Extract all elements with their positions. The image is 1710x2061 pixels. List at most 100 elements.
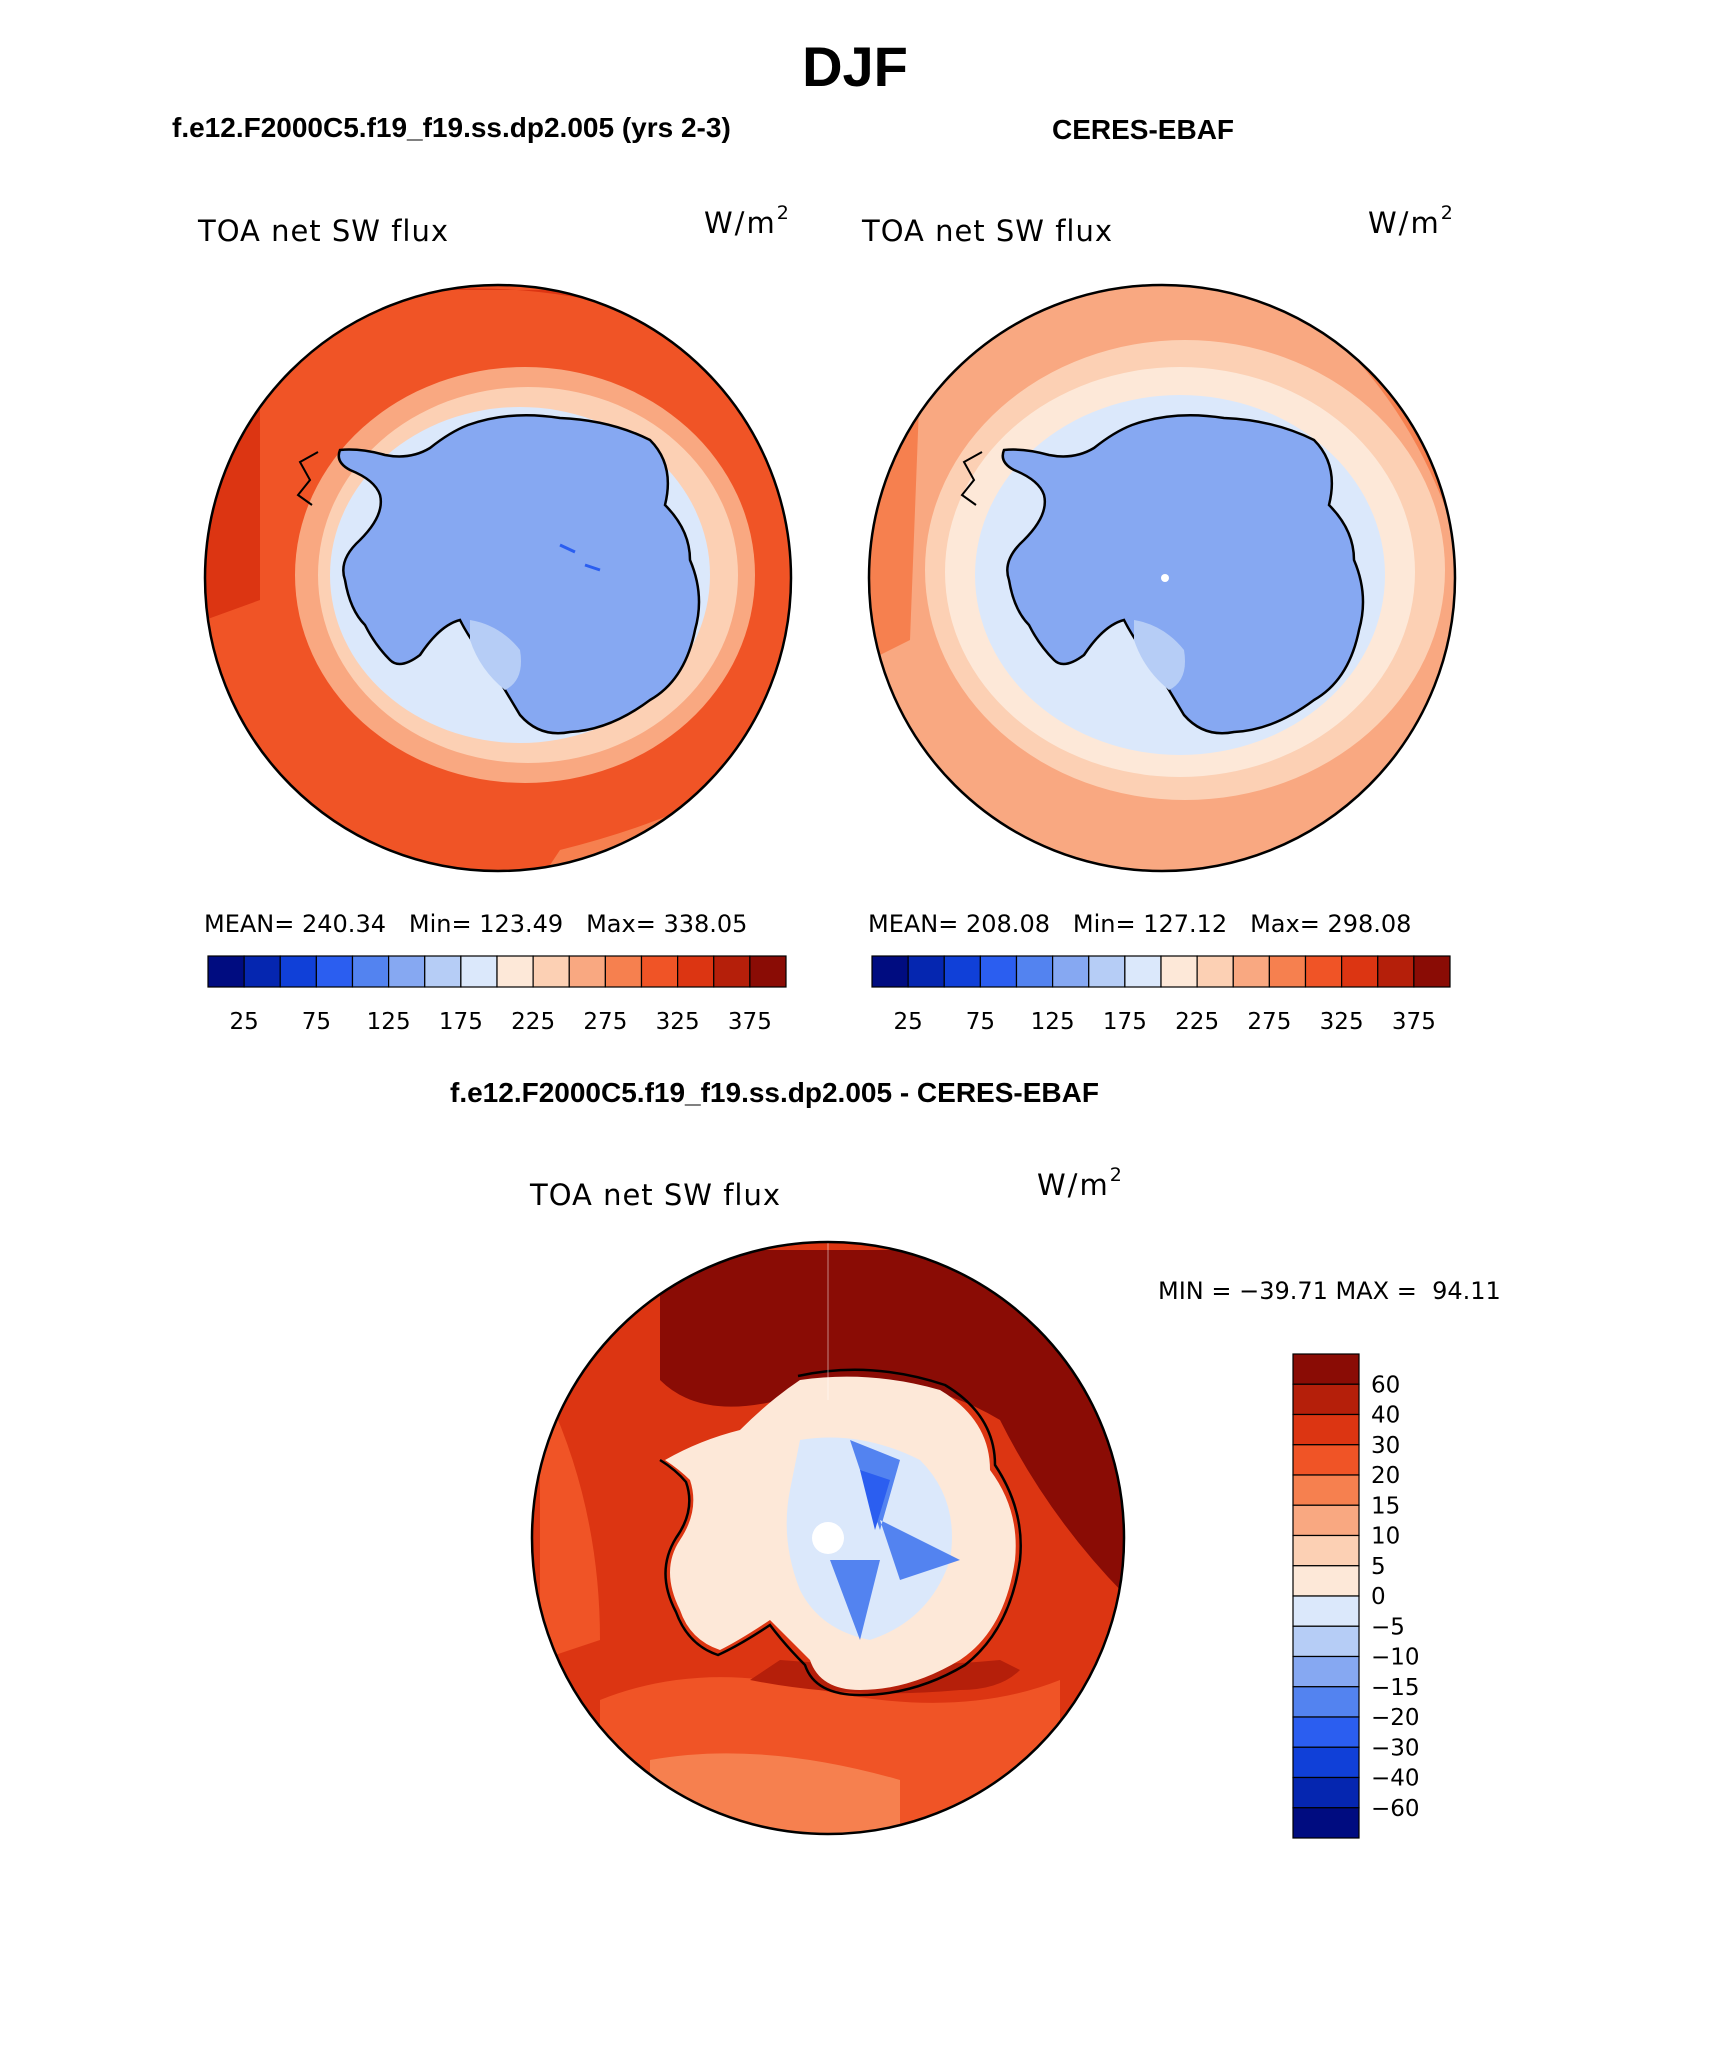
- stats-obs: MEAN= 208.08 Min= 127.12 Max= 298.08: [868, 910, 1412, 938]
- colorbar-swatch: [677, 955, 715, 988]
- colorbar-swatch: [604, 955, 643, 988]
- colorbar-swatch: [207, 955, 245, 988]
- colorbar-swatch: [1292, 1474, 1360, 1506]
- colorbar-swatch: [1292, 1595, 1360, 1627]
- colorbar-tick-label: −20: [1371, 1705, 1420, 1731]
- peninsula-coast: [960, 451, 983, 506]
- colorbar-swatch: [1232, 955, 1270, 988]
- stats-model: MEAN= 240.34 Min= 123.49 Max= 338.05: [204, 910, 748, 938]
- colorbar-tick-label: 125: [367, 1009, 411, 1035]
- units-label-diff: W/m2: [1037, 1164, 1124, 1202]
- colorbar-swatch: [1292, 1565, 1360, 1597]
- colorbar-swatch: [315, 955, 354, 988]
- colorbar-swatch: [1292, 1504, 1360, 1537]
- colorbar-tick-label: 25: [229, 1009, 258, 1035]
- colorbar-swatch: [1377, 955, 1415, 988]
- colorbar-tick-label: 75: [302, 1009, 331, 1035]
- colorbar-tick-label: 175: [439, 1009, 483, 1035]
- colorbar-tick-label: 5: [1371, 1554, 1386, 1580]
- diff-field-west: [540, 1380, 600, 1660]
- colorbar-tick-label: 0: [1371, 1584, 1386, 1610]
- colorbar-diff: 60 40 30 20 15 10 5 0 −5 −10 −15 −20 −30 −40 −60: [1292, 1353, 1420, 1839]
- colorbar-swatch: [1292, 1686, 1360, 1718]
- colorbar-swatch: [568, 955, 606, 988]
- colorbar-swatch: [460, 955, 498, 988]
- variable-label-obs: TOA net SW flux: [862, 214, 1114, 248]
- ross-ice-shelf: [1134, 620, 1185, 690]
- interior-streaks: [559, 543, 601, 572]
- ross-ice-shelf: [470, 620, 521, 690]
- diff-field-north: [660, 1250, 1124, 1600]
- colorbar-swatch: [1413, 955, 1451, 988]
- colorbar-swatch: [388, 955, 426, 988]
- colorbar-obs: 25 75 125 175 225 275 325 375: [871, 955, 1451, 1035]
- colorbar-tick-label: −60: [1371, 1796, 1420, 1822]
- colorbar-tick-label: −30: [1371, 1735, 1420, 1761]
- pole-point: [1161, 574, 1169, 582]
- figure-title: DJF: [802, 35, 908, 98]
- minmax-diff: MIN = −39.71 MAX = 94.11: [1158, 1277, 1501, 1305]
- colorbar-swatch: [1160, 955, 1198, 988]
- colorbar-swatch: [1304, 955, 1343, 988]
- peninsula-coast: [296, 451, 319, 506]
- colorbar-swatch: [1088, 955, 1126, 988]
- colorbar-swatch: [279, 955, 317, 988]
- colorbar-swatch: [532, 955, 570, 988]
- colorbar-swatch: [1292, 1655, 1360, 1688]
- colorbar-tick-label: 40: [1371, 1403, 1400, 1429]
- colorbar-swatch: [1268, 955, 1307, 988]
- colorbar-swatch: [713, 955, 751, 988]
- polar-map-obs: [867, 283, 1457, 873]
- colorbar-tick-label: 20: [1371, 1463, 1400, 1489]
- case-title-obs: CERES-EBAF: [1052, 114, 1235, 145]
- colorbar-tick-label: 10: [1371, 1524, 1400, 1550]
- case-title-diff: f.e12.F2000C5.f19_f19.ss.dp2.005 - CERES…: [450, 1077, 1099, 1108]
- antarctica-coastline: [659, 1368, 1022, 1697]
- colorbar-swatch: [1124, 955, 1162, 988]
- pole-point: [812, 1522, 844, 1554]
- colorbar-swatch: [1292, 1383, 1360, 1416]
- colorbar-tick-label: 275: [1247, 1009, 1291, 1035]
- units-label-model: W/m2: [704, 202, 791, 240]
- colorbar-tick-label: 375: [728, 1009, 772, 1035]
- colorbar-swatch: [907, 955, 945, 988]
- colorbar-swatch: [979, 955, 1018, 988]
- colorbar-swatch: [640, 955, 679, 988]
- colorbar-swatch: [871, 955, 909, 988]
- colorbar-swatch: [1292, 1716, 1360, 1748]
- colorbar-tick-label: 325: [1320, 1009, 1364, 1035]
- colorbar-model: 25 75 125 175 225 275 325 375: [207, 955, 787, 1035]
- polar-map-diff: [530, 1240, 1126, 1836]
- variable-label-diff: TOA net SW flux: [530, 1178, 782, 1212]
- colorbar-swatch: [1292, 1353, 1360, 1385]
- colorbar-swatch: [1292, 1534, 1360, 1567]
- colorbar-tick-label: −10: [1371, 1645, 1420, 1671]
- negative-streaks: [830, 1440, 960, 1640]
- colorbar-swatch: [943, 955, 981, 988]
- colorbar-tick-label: 25: [893, 1009, 922, 1035]
- antarctica-coastline: [1001, 414, 1365, 735]
- colorbar-swatch: [1292, 1776, 1360, 1809]
- colorbar-swatch: [1052, 955, 1090, 988]
- map-border: [867, 283, 1457, 873]
- colorbar-swatch: [1292, 1746, 1360, 1779]
- map-border: [203, 283, 793, 873]
- colorbar-swatch: [1196, 955, 1234, 988]
- colorbar-swatch: [1292, 1625, 1360, 1658]
- antarctica-coastline: [337, 414, 701, 735]
- colorbar-swatch: [243, 955, 281, 988]
- variable-label-model: TOA net SW flux: [198, 214, 450, 248]
- colorbar-tick-label: 175: [1103, 1009, 1147, 1035]
- colorbar-tick-label: 225: [511, 1009, 555, 1035]
- colorbar-tick-label: 375: [1392, 1009, 1436, 1035]
- colorbar-tick-label: 60: [1371, 1372, 1400, 1398]
- colorbar-swatch: [351, 955, 390, 988]
- units-label-obs: W/m2: [1368, 202, 1455, 240]
- ocean-field-west: [205, 330, 260, 620]
- case-title-model: f.e12.F2000C5.f19_f19.ss.dp2.005 (yrs 2-…: [172, 112, 731, 143]
- colorbar-tick-label: 75: [966, 1009, 995, 1035]
- colorbar-swatch: [749, 955, 787, 988]
- colorbar-tick-label: 325: [656, 1009, 700, 1035]
- map-border: [530, 1240, 1126, 1836]
